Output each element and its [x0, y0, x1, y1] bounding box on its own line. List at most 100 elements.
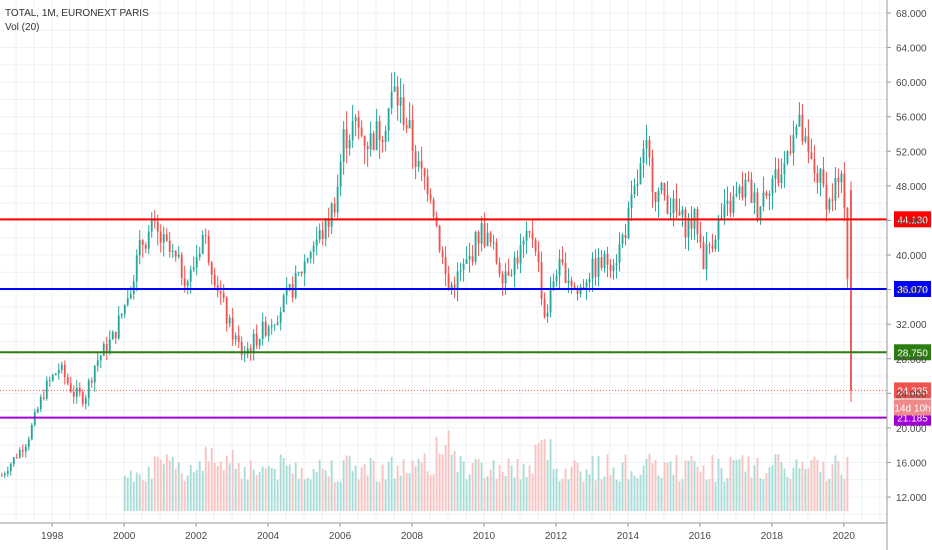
candle-body	[441, 250, 444, 258]
candle-body	[123, 304, 126, 314]
volume-bar	[198, 461, 201, 511]
candle-body	[798, 114, 801, 127]
candle-body	[795, 126, 798, 136]
volume-bar	[456, 471, 459, 511]
candle-body	[291, 284, 294, 298]
candle-body	[186, 281, 189, 286]
candle-body	[729, 200, 732, 213]
volume-bar	[330, 460, 333, 511]
volume-bar	[411, 460, 414, 511]
candle-body	[498, 262, 501, 275]
candle-body	[552, 281, 555, 288]
volume-bar	[168, 460, 171, 511]
candle-body	[429, 194, 432, 200]
candle-body	[642, 148, 645, 164]
volume-bar	[465, 479, 468, 511]
candle-body	[645, 140, 648, 149]
volume-bar	[831, 464, 834, 511]
volume-bar	[189, 464, 192, 511]
candle-body	[483, 223, 486, 247]
candle-body	[258, 339, 261, 346]
volume-bar	[663, 462, 666, 511]
volume-bar	[609, 475, 612, 511]
volume-bar	[177, 462, 180, 511]
volume-bar	[576, 462, 579, 511]
volume-bar	[144, 481, 147, 511]
volume-bar	[684, 460, 687, 511]
candle-body	[501, 274, 504, 284]
candle-body	[822, 169, 825, 185]
candle-body	[294, 272, 297, 298]
candle-body	[612, 265, 615, 271]
candle-body	[513, 257, 516, 275]
candle-body	[27, 439, 30, 447]
candle-body	[117, 315, 120, 339]
y-tick-label: 12.000	[896, 493, 927, 504]
candle-body	[591, 258, 594, 280]
volume-bar	[717, 458, 720, 511]
candle-body	[699, 234, 702, 242]
candle-body	[516, 257, 519, 264]
volume-bar	[711, 455, 714, 511]
volume-bar	[141, 479, 144, 511]
candle-body	[789, 151, 792, 154]
candle-body	[72, 391, 75, 397]
volume-bar	[636, 478, 639, 511]
candle-body	[24, 446, 27, 452]
volume-bar	[318, 459, 321, 511]
candle-body	[594, 258, 597, 277]
candle-body	[843, 173, 846, 208]
volume-bar	[414, 466, 417, 511]
volume-bar	[429, 475, 432, 511]
volume-bar	[423, 453, 426, 511]
candle-body	[222, 293, 225, 298]
volume-bar	[657, 475, 660, 511]
candle-body	[537, 251, 540, 263]
volume-bar	[291, 473, 294, 511]
volume-indicator-label: Vol (20)	[5, 22, 40, 33]
candle-body	[63, 364, 66, 378]
volume-bar	[201, 470, 204, 511]
candle-body	[318, 230, 321, 240]
candle-body	[252, 333, 255, 352]
candle-body	[177, 254, 180, 257]
candle-body	[180, 254, 183, 279]
candle-body	[519, 244, 522, 264]
candle-body	[351, 121, 354, 141]
volume-bar	[153, 456, 156, 511]
candle-body	[636, 184, 639, 186]
volume-bar	[186, 475, 189, 511]
volume-bar	[483, 478, 486, 511]
candle-body	[546, 312, 549, 317]
candle-body	[360, 127, 363, 136]
candle-body	[6, 471, 9, 474]
volume-bar	[180, 473, 183, 511]
volume-bar	[453, 451, 456, 511]
candle-body	[627, 207, 630, 239]
candle-body	[531, 232, 534, 240]
candle-body	[687, 218, 690, 238]
volume-bar	[126, 477, 129, 511]
candle-body	[507, 271, 510, 276]
candle-body	[747, 179, 750, 181]
volume-bar	[762, 479, 765, 511]
candle-body	[780, 174, 783, 183]
candle-body	[777, 169, 780, 183]
volume-bar	[708, 479, 711, 511]
candle-body	[813, 159, 816, 174]
candle-body	[366, 146, 369, 150]
y-tick-label: 68.000	[896, 9, 927, 20]
x-tick-label: 2012	[545, 531, 568, 542]
volume-bar	[579, 471, 582, 511]
volume-bar	[471, 463, 474, 511]
candle-body	[285, 287, 288, 296]
y-tick-label: 36.000	[896, 286, 927, 297]
volume-bar	[183, 481, 186, 511]
volume-bar	[777, 453, 780, 511]
candle-body	[633, 185, 636, 195]
volume-bar	[396, 465, 399, 511]
candle-body	[339, 161, 342, 187]
candle-body	[522, 240, 525, 245]
volume-bar	[243, 467, 246, 511]
